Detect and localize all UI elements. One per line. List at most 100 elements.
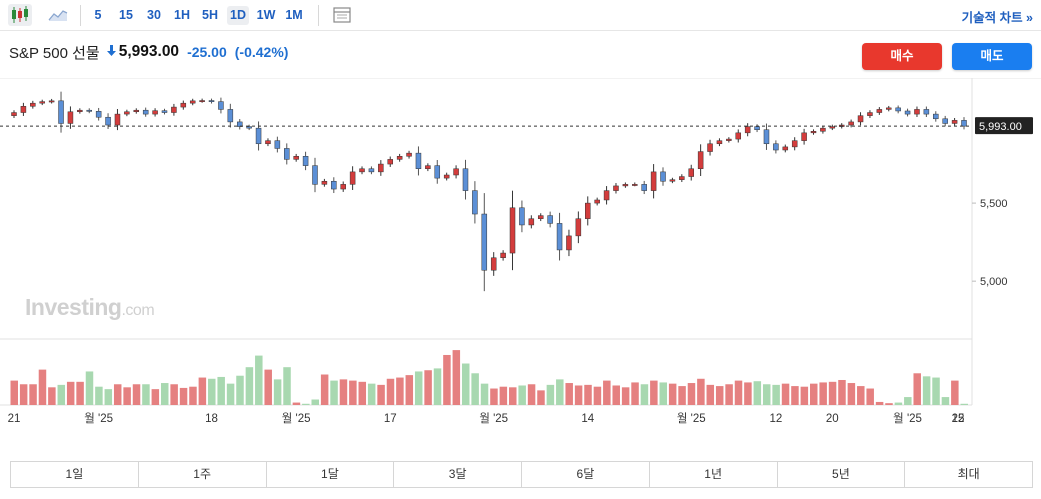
volume-bar [179,387,188,405]
candle-down [641,184,647,191]
arrow-down-icon [106,43,116,61]
range-tab-1d[interactable]: 1일 [11,462,139,487]
volume-bar [217,376,225,405]
candle-up [48,100,55,103]
range-tab-5y[interactable]: 5년 [778,462,906,487]
volume-bar [922,376,931,405]
candle-up [886,107,892,110]
interval-30[interactable]: 30 [147,8,161,22]
interval-5[interactable]: 5 [94,8,102,22]
volume-bar [85,371,94,405]
volume-bar [772,384,780,405]
volume-bar [913,373,921,405]
volume-bar [960,403,968,405]
interval-1m[interactable]: 1M [285,8,303,22]
range-tab-max[interactable]: 최대 [957,467,980,481]
volume-bar [132,384,141,405]
candle-up [77,109,83,113]
technical-chart-link[interactable]: 기술적 차트 » [961,11,1033,25]
interval-1w[interactable]: 1W [256,8,276,22]
interval-5h[interactable]: 5H [202,8,218,22]
volume-bar [941,397,950,405]
chart-toolbar: 5 15 30 1H 5H 1D 1W 1M 기술적 차트 » [0,0,1041,31]
volume-bar [847,383,856,405]
volume-bar [894,402,903,405]
candle-up [152,110,158,115]
volume-bar [490,388,498,405]
price-chart[interactable]: Investing.com 5,500 5,000 5,993.00 21 월 '25 1… [0,78,1041,430]
candle-up [791,140,798,148]
volume-bar [349,380,357,405]
volume-bar [330,380,338,405]
candle-up [293,156,299,160]
range-tab-6m[interactable]: 6달 [522,462,650,487]
volume-bar [612,385,620,405]
candle-up [810,131,817,134]
volume-bar [565,383,573,405]
interval-1h[interactable]: 1H [174,8,190,22]
volume-bar [819,382,827,405]
volume-bar [725,384,733,405]
volume-bar [697,378,705,405]
candle-up [67,111,74,124]
volume-bar [480,383,489,405]
range-tab-1m[interactable]: 1달 [267,462,395,487]
candle-down [218,101,224,110]
candle-up [622,184,629,187]
volume-bar [405,375,414,405]
area-chart-icon[interactable] [46,4,70,26]
candlestick-plot[interactable]: 5,500 5,000 5,993.00 21 월 '25 18 월 '25 17 월 '25 1… [0,78,1041,430]
volume-bar [273,379,282,405]
table-icon[interactable] [330,4,354,26]
volume-bar [678,386,686,405]
candle-up [697,151,704,169]
range-tab-1y[interactable]: 1년 [650,462,778,487]
candle-up [951,120,958,124]
candle-up [189,100,196,104]
candle-up [443,174,450,179]
x-tick-label: 월 '25 [84,412,113,425]
x-tick-label: 월 '25 [677,412,706,425]
candle-down [302,156,309,166]
buy-button[interactable]: 매수 [862,43,942,70]
volume-bar [734,380,743,405]
candle-up [632,184,638,186]
volume-bar [603,380,611,405]
candle-down [274,140,281,149]
candle-up [406,152,412,157]
volume-bar [875,401,884,405]
volume-bar [443,354,451,405]
volume-bar [76,381,84,405]
x-tick-label: 월 '25 [893,412,922,425]
candle-down [331,180,337,190]
volume-bar [452,350,461,405]
volume-bar [593,386,602,405]
candle-up [509,207,516,254]
y-tick-label: 5,500 [980,198,1008,210]
candle-up [340,184,346,190]
candle-up [914,109,920,115]
volume-bar [518,385,526,405]
interval-1d[interactable]: 1D [227,6,249,25]
volume-bar [800,386,809,405]
volume-bar [57,384,66,405]
candle-up [669,179,676,182]
candle-down [895,107,901,112]
candle-down [961,120,967,127]
volume-bar [687,383,696,405]
candle-up [876,109,883,113]
interval-15[interactable]: 15 [119,8,133,22]
range-tab-3m[interactable]: 3달 [394,462,522,487]
volume-bar [95,386,103,405]
investing-watermark: Investing.com [25,294,155,320]
volume-bar [424,370,432,405]
candlestick-icon[interactable] [8,4,32,26]
volume-bar [650,380,658,405]
volume-bar [857,386,865,405]
x-tick-label: 월 '25 [479,412,508,425]
volume-bar [828,381,837,405]
candle-down [933,113,939,120]
volume-bar [302,403,310,405]
range-tab-1w[interactable]: 1주 [139,462,267,487]
sell-button[interactable]: 매도 [952,43,1032,70]
